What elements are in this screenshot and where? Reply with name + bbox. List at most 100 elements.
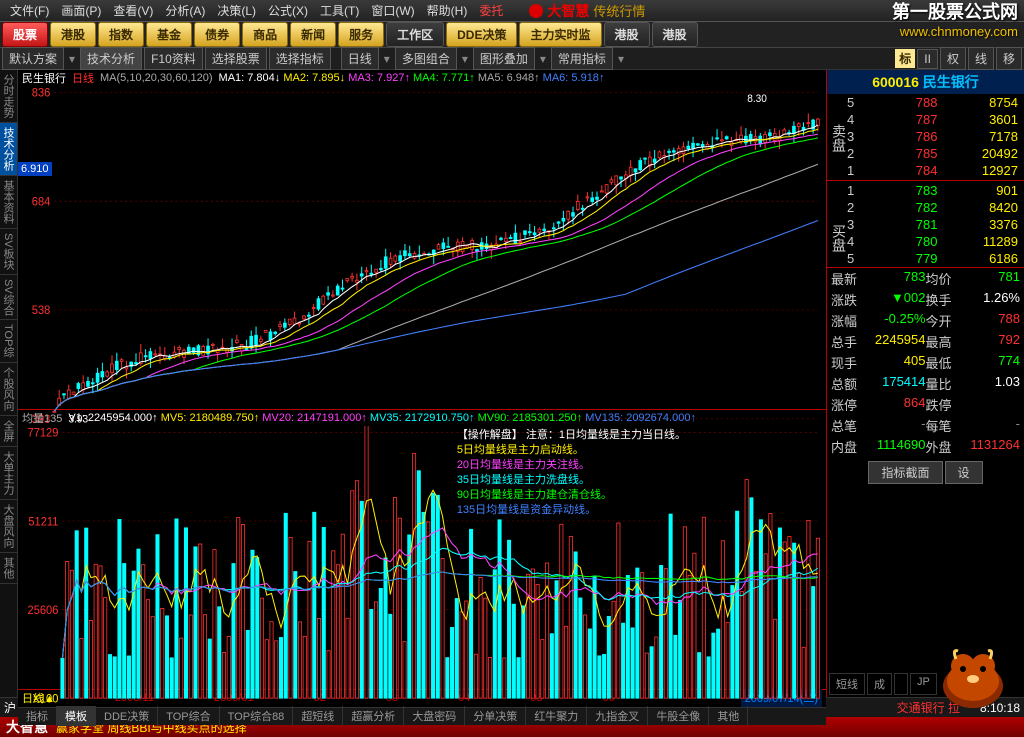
toolbar-btn-7[interactable]: 服务 [338,22,384,47]
left-tab-8[interactable]: 大单主力 [0,447,17,500]
brand-logo-icon [529,4,543,18]
menu-file[interactable]: 文件(F) [4,0,55,21]
toolbar-btn-10[interactable]: 主力实时监 [519,22,601,47]
stats-row: 涨幅-0.25%今开788 [827,310,1024,331]
toolbar-btn-11[interactable]: 港股 [604,22,650,47]
rp-small-tabs: 短线成 JP [827,671,1024,697]
bottom-tab-3[interactable]: TOP综合 [158,706,219,726]
left-tab-5[interactable]: TOP综 [0,320,17,362]
menu-window[interactable]: 窗口(W) [365,0,420,21]
vol-legend: 【操作解盘】 注意：1日均量线是主力当日线。5日均量线是主力启动线。20日均量线… [457,428,686,518]
svg-text:684: 684 [32,196,51,208]
ticker-text: 交通银行 拉 [897,699,960,716]
t2-r-move[interactable]: 移 [996,47,1022,70]
bottom-tab-10[interactable]: 九指金叉 [587,706,648,726]
menu-decision[interactable]: 决策(L) [211,0,262,21]
bottom-tab-6[interactable]: 超赢分析 [343,706,404,726]
bid-row: 27828420 [827,199,1024,216]
stats-row: 总手2245954最高792 [827,331,1024,352]
bottom-tab-8[interactable]: 分单决策 [465,706,526,726]
left-tab-7[interactable]: 全屏 [0,416,17,447]
vol-chart-header: 均量135 V1: 2245954.000 MV5: 2180489.750 M… [18,410,826,426]
toolbar-btn-4[interactable]: 债券 [194,22,240,47]
toolbar-btn-6[interactable]: 新闻 [290,22,336,47]
toolbar-btn-3[interactable]: 基金 [146,22,192,47]
stats-row: 现手405最低774 [827,352,1024,373]
t2-pickstock[interactable]: 选择股票 [205,47,267,70]
bid-row: 1783901 [827,182,1024,199]
t2-r-right[interactable]: 权 [940,47,966,70]
bottom-tab-2[interactable]: DDE决策 [96,706,158,726]
ask-row: 57888754 [827,94,1024,111]
bid-row: 478011289 [827,233,1024,250]
toolbar-btn-1[interactable]: 港股 [50,22,96,47]
ask-row: 178412927 [827,162,1024,179]
menubar: 文件(F) 画面(P) 查看(V) 分析(A) 决策(L) 公式(X) 工具(T… [0,0,1024,22]
t2-f10[interactable]: F10资料 [144,47,203,70]
bottom-tab-11[interactable]: 牛股全像 [648,706,709,726]
menu-tools[interactable]: 工具(T) [314,0,365,21]
t2-overlay[interactable]: 图形叠加 [473,47,535,70]
t2-multi[interactable]: 多图组合 [395,47,457,70]
stats-row: 内盘1114690外盘1131264 [827,436,1024,457]
left-tab-2[interactable]: 基本资料 [0,176,17,229]
price-chart[interactable]: 民生银行 日线 MA(5,10,20,30,60,120) MA1: 7.804… [18,70,826,410]
bottom-tab-1[interactable]: 模板 [57,706,96,726]
svg-text:836: 836 [32,87,51,99]
t2-pickind[interactable]: 选择指标 [269,47,331,70]
volume-chart[interactable]: 均量135 V1: 2245954.000 MV5: 2180489.750 M… [18,410,826,689]
left-tab-3[interactable]: SV板块 [0,229,17,275]
svg-text:51211: 51211 [28,516,58,528]
toolbar-btn-5[interactable]: 商品 [242,22,288,47]
t2-daily[interactable]: 日线 [341,47,379,70]
bottom-tab-9[interactable]: 红牛聚力 [526,706,587,726]
sell-side-label: 卖盘 [829,124,849,152]
t2-common[interactable]: 常用指标 [551,47,613,70]
menu-formula[interactable]: 公式(X) [262,0,314,21]
rp-small-tab-3[interactable]: JP [910,673,937,695]
rp-small-tab-0[interactable]: 短线 [829,673,865,695]
sub-toolbar: 默认方案▾ 技术分析 F10资料 选择股票 选择指标 日线▾ 多图组合▾ 图形叠… [0,48,1024,70]
price-chart-header: 民生银行 日线 MA(5,10,20,30,60,120) MA1: 7.804… [18,70,826,86]
bottom-tab-5[interactable]: 超短线 [293,706,343,726]
menu-entrust[interactable]: 委托 [473,0,509,21]
toolbar-btn-9[interactable]: DDE决策 [446,22,517,47]
ask-row: 47873601 [827,111,1024,128]
t2-r-mark[interactable]: 标 [895,49,915,68]
right-panel: 600016 民生银行 卖盘 买盘 5788875447873601378671… [826,70,1024,697]
toolbar-btn-12[interactable]: 港股 [652,22,698,47]
toolbar-btn-0[interactable]: 股票 [2,22,48,47]
bottom-tab-12[interactable]: 其他 [709,706,748,726]
left-tab-0[interactable]: 分时走势 [0,70,17,123]
rp-buttons: 指标截面 设 [827,457,1024,488]
rp-small-tab-1[interactable]: 成 [867,673,892,695]
menu-view[interactable]: 查看(V) [107,0,159,21]
orderbook: 卖盘 买盘 5788875447873601378671782785204921… [827,94,1024,268]
toolbar-btn-8[interactable]: 工作区 [386,22,444,47]
clock: 8:10:18 [980,701,1020,715]
svg-text:77129: 77129 [28,428,59,440]
left-tab-9[interactable]: 大盘风向 [0,500,17,553]
left-tab-6[interactable]: 个股风向 [0,363,17,416]
t2-r-ii[interactable]: II [917,49,938,69]
ask-row: 37867178 [827,128,1024,145]
t2-tech[interactable]: 技术分析 [80,47,142,70]
menu-analysis[interactable]: 分析(A) [159,0,211,21]
t2-scheme[interactable]: 默认方案 [2,47,64,70]
settings-button[interactable]: 设 [945,461,983,484]
left-tab-1[interactable]: 技术分析 [0,123,17,176]
indicator-section-button[interactable]: 指标截面 [868,461,942,484]
toolbar-btn-2[interactable]: 指数 [98,22,144,47]
menu-help[interactable]: 帮助(H) [421,0,474,21]
menu-screen[interactable]: 画面(P) [55,0,107,21]
bottom-tab-0[interactable]: 指标 [18,706,57,726]
rp-small-tab-2[interactable] [894,673,908,695]
left-tab-10[interactable]: 其他 [0,553,17,584]
bid-row: 37813376 [827,216,1024,233]
bottom-tab-7[interactable]: 大盘密码 [404,706,465,726]
t2-r-line[interactable]: 线 [968,47,994,70]
left-tab-4[interactable]: SV综合 [0,275,17,321]
svg-text:X100: X100 [32,693,58,704]
bottom-tab-4[interactable]: TOP综合88 [220,706,294,726]
stats-table: 最新783均价781涨跌▼002换手1.26%涨幅-0.25%今开788总手22… [827,268,1024,457]
